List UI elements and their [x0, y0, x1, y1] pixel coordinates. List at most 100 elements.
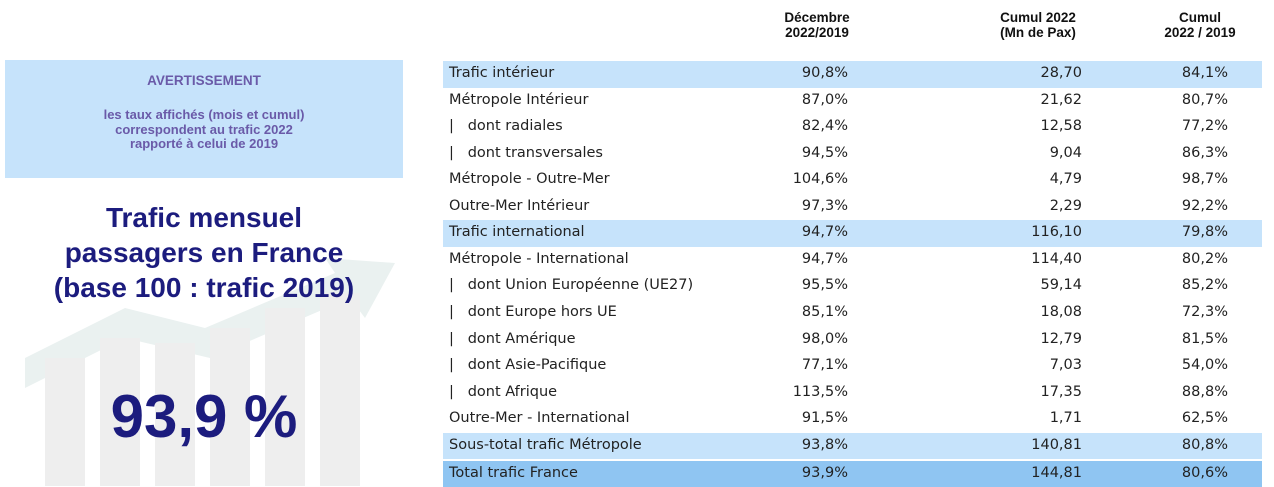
table-row: Outre-Mer - International 91,5% 1,71 62,5%: [443, 406, 1262, 433]
headline-line: passagers en France: [5, 235, 403, 270]
cell-value: 85,1%: [802, 304, 848, 320]
row-label: Outre-Mer Intérieur: [449, 198, 589, 214]
table-row: | dont Europe hors UE 85,1% 18,08 72,3%: [443, 300, 1262, 327]
cell-value: 18,08: [1040, 304, 1082, 320]
cell-value: 79,8%: [1182, 224, 1228, 240]
header-line: Cumul: [1120, 10, 1274, 25]
cell-value: 82,4%: [802, 118, 848, 134]
cell-value: 87,0%: [802, 92, 848, 108]
cell-value: 91,5%: [802, 410, 848, 426]
cell-value: 114,40: [1031, 251, 1082, 267]
cell-value: 2,29: [1050, 198, 1082, 214]
row-label: Métropole - International: [449, 251, 629, 267]
row-label: Sous-total trafic Métropole: [449, 437, 642, 453]
row-label: Total trafic France: [449, 465, 578, 481]
cell-value: 85,2%: [1182, 277, 1228, 293]
row-label: | dont Europe hors UE: [449, 304, 617, 320]
cell-value: 94,7%: [802, 251, 848, 267]
row-label: Outre-Mer - International: [449, 410, 629, 426]
row-label: | dont Asie-Pacifique: [449, 357, 606, 373]
warning-line: les taux affichés (mois et cumul): [5, 108, 403, 123]
cell-value: 80,6%: [1182, 465, 1228, 481]
warning-title: AVERTISSEMENT: [5, 73, 403, 88]
headline-line: (base 100 : trafic 2019): [5, 270, 403, 305]
cell-value: 72,3%: [1182, 304, 1228, 320]
cell-value: 90,8%: [802, 65, 848, 81]
row-label: Métropole - Outre-Mer: [449, 171, 610, 187]
row-label: Trafic intérieur: [449, 65, 554, 81]
cell-value: 98,0%: [802, 331, 848, 347]
headline-value: 93,9 %: [5, 382, 403, 451]
cell-value: 88,8%: [1182, 384, 1228, 400]
table-row: | dont transversales 94,5% 9,04 86,3%: [443, 141, 1262, 168]
cell-value: 9,04: [1050, 145, 1082, 161]
table-row: | dont Asie-Pacifique 77,1% 7,03 54,0%: [443, 353, 1262, 380]
table-row: | dont Union Européenne (UE27) 95,5% 59,14…: [443, 273, 1262, 300]
cell-value: 98,7%: [1182, 171, 1228, 187]
cell-value: 86,3%: [1182, 145, 1228, 161]
cell-value: 93,8%: [802, 437, 848, 453]
table-row: Sous-total trafic Métropole 93,8% 140,81 80…: [443, 433, 1262, 460]
table-row: Outre-Mer Intérieur 97,3% 2,29 92,2%: [443, 194, 1262, 221]
row-label: | dont Union Européenne (UE27): [449, 277, 693, 293]
cell-value: 95,5%: [802, 277, 848, 293]
row-label: | dont radiales: [449, 118, 563, 134]
cell-value: 59,14: [1040, 277, 1082, 293]
header-line: Décembre: [737, 10, 897, 25]
cell-value: 84,1%: [1182, 65, 1228, 81]
cell-value: 80,8%: [1182, 437, 1228, 453]
table-row: Total trafic France 93,9% 144,81 80,6%: [443, 461, 1262, 487]
header-line: Cumul 2022: [958, 10, 1118, 25]
row-label: | dont Amérique: [449, 331, 576, 347]
warning-box: AVERTISSEMENT les taux affichés (mois et…: [5, 60, 403, 178]
cell-value: 28,70: [1040, 65, 1082, 81]
column-header: Cumul 2022(Mn de Pax): [958, 10, 1118, 40]
cell-value: 77,2%: [1182, 118, 1228, 134]
row-label: Trafic international: [449, 224, 585, 240]
table-row: | dont radiales 82,4% 12,58 77,2%: [443, 114, 1262, 141]
cell-value: 12,58: [1040, 118, 1082, 134]
cell-value: 97,3%: [802, 198, 848, 214]
cell-value: 17,35: [1040, 384, 1082, 400]
warning-text: les taux affichés (mois et cumul)corresp…: [5, 108, 403, 152]
table-row: | dont Afrique 113,5% 17,35 88,8%: [443, 380, 1262, 407]
cell-value: 113,5%: [793, 384, 848, 400]
cell-value: 80,2%: [1182, 251, 1228, 267]
cell-value: 94,7%: [802, 224, 848, 240]
cell-value: 62,5%: [1182, 410, 1228, 426]
header-line: 2022 / 2019: [1120, 25, 1274, 40]
row-label: Métropole Intérieur: [449, 92, 588, 108]
table-row: Trafic international 94,7% 116,10 79,8%: [443, 220, 1262, 247]
cell-value: 92,2%: [1182, 198, 1228, 214]
headline-line: Trafic mensuel: [5, 200, 403, 235]
cell-value: 94,5%: [802, 145, 848, 161]
cell-value: 81,5%: [1182, 331, 1228, 347]
cell-value: 80,7%: [1182, 92, 1228, 108]
cell-value: 1,71: [1050, 410, 1082, 426]
cell-value: 21,62: [1040, 92, 1082, 108]
warning-line: correspondent au trafic 2022: [5, 123, 403, 138]
header-line: (Mn de Pax): [958, 25, 1118, 40]
header-line: 2022/2019: [737, 25, 897, 40]
page: AVERTISSEMENT les taux affichés (mois et…: [0, 0, 1274, 486]
table-row: Métropole - International 94,7% 114,40 80,2…: [443, 247, 1262, 274]
table-row: Métropole - Outre-Mer 104,6% 4,79 98,7%: [443, 167, 1262, 194]
table-row: Trafic intérieur 90,8% 28,70 84,1%: [443, 61, 1262, 88]
table-row: Métropole Intérieur 87,0% 21,62 80,7%: [443, 88, 1262, 115]
cell-value: 54,0%: [1182, 357, 1228, 373]
cell-value: 93,9%: [802, 465, 848, 481]
row-label: | dont Afrique: [449, 384, 557, 400]
cell-value: 140,81: [1031, 437, 1082, 453]
cell-value: 116,10: [1031, 224, 1082, 240]
cell-value: 144,81: [1031, 465, 1082, 481]
warning-line: rapporté à celui de 2019: [5, 137, 403, 152]
cell-value: 4,79: [1050, 171, 1082, 187]
cell-value: 77,1%: [802, 357, 848, 373]
row-label: | dont transversales: [449, 145, 603, 161]
cell-value: 104,6%: [793, 171, 848, 187]
cell-value: 7,03: [1050, 357, 1082, 373]
